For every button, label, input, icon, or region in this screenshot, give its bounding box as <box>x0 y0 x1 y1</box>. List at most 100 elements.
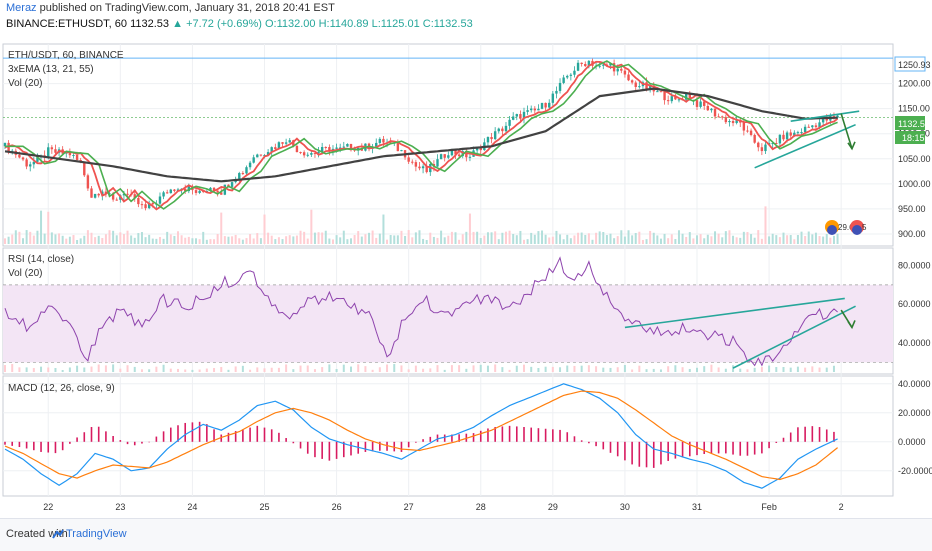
volume-bar <box>728 230 731 244</box>
volume-bar <box>386 239 389 244</box>
chart-canvas[interactable]: 22 23 24 25 26 27 28 29 30 31 Feb 2 900.00 950.00 1000… <box>0 36 932 518</box>
volume-bar <box>104 234 107 244</box>
macd-histogram-bar <box>364 441 367 452</box>
candle-body <box>281 142 284 144</box>
rsi-line[interactable] <box>4 256 838 367</box>
macd-histogram-bar <box>105 431 107 442</box>
candle-body <box>310 153 313 155</box>
macd-histogram-bar <box>602 441 605 450</box>
volume-bar <box>807 231 810 244</box>
volume-bar <box>616 236 619 244</box>
rsi-volume-bar <box>486 365 489 372</box>
rsi-volume-bar <box>119 368 122 372</box>
volume-bar <box>688 232 691 244</box>
volume-bar <box>663 233 666 244</box>
volume-bar <box>735 237 738 244</box>
candle-body <box>490 137 493 140</box>
rsi-volume-bar <box>739 368 742 372</box>
price-lower-trendline[interactable] <box>754 123 856 169</box>
volume-bar <box>281 239 284 244</box>
candle-body <box>421 166 425 169</box>
candle-body <box>115 199 118 201</box>
earnings-badge[interactable]: 29.6 <box>825 220 854 235</box>
volume-bar <box>249 234 252 244</box>
volume-bar <box>472 231 475 244</box>
macd-pane[interactable] <box>2 375 894 497</box>
candle-body <box>497 128 500 132</box>
volume-bar <box>490 232 493 244</box>
macd-line[interactable] <box>4 383 838 489</box>
macd-histogram-bar <box>573 436 576 442</box>
volume-bar <box>775 235 778 244</box>
macd-signal-line[interactable] <box>4 390 838 481</box>
up-arrow-icon: ▲ <box>172 18 183 30</box>
volume-bar <box>350 238 352 244</box>
rsi-volume-bar <box>306 365 309 372</box>
volume-bar <box>299 230 302 244</box>
candle-body <box>295 145 299 153</box>
candle-body <box>771 143 774 145</box>
candle-body <box>821 118 825 123</box>
rsi-volume-bar <box>443 369 446 372</box>
candle-body <box>299 152 302 154</box>
volume-bar <box>407 230 410 244</box>
ema-55-line[interactable] <box>4 87 838 183</box>
macd-histogram-bar <box>97 426 100 442</box>
price-pane[interactable] <box>2 43 894 247</box>
volume-bar <box>285 236 288 244</box>
candle-body <box>450 150 454 156</box>
rsi-lower-trendline[interactable] <box>732 305 856 369</box>
tradingview-brand-link[interactable]: TradingView <box>66 528 127 540</box>
volume-bar <box>14 230 17 244</box>
volume-bar <box>750 234 753 244</box>
volume-bar <box>292 236 295 244</box>
macd-histogram-bar <box>206 424 208 442</box>
candle-body <box>338 147 342 149</box>
rsi-volume-bar <box>472 365 475 372</box>
rsi-volume-bar <box>710 364 713 372</box>
macd-histogram-bar <box>487 428 489 442</box>
rsi-volume-bar <box>335 369 338 372</box>
price-upper-trendline[interactable] <box>790 110 860 122</box>
macd-histogram-bar <box>732 441 734 455</box>
dividend-badge[interactable]: 5 <box>850 220 867 235</box>
price-projection-arrow[interactable] <box>840 113 853 149</box>
rsi-volume-bar <box>645 369 648 372</box>
x-tick-label: 25 <box>259 502 269 512</box>
volume-bar <box>432 236 435 244</box>
rsi-y-tick-label: 80.0000 <box>898 260 931 270</box>
volume-bar <box>54 234 57 244</box>
rsi-volume-bar <box>400 365 403 372</box>
macd-histogram-bar <box>335 441 338 459</box>
volume-bar <box>151 238 154 244</box>
price-arrow-head-icon <box>847 141 856 151</box>
price-y-tick-label: 1150.00 <box>898 104 930 114</box>
candle-body <box>753 134 756 143</box>
candle-body <box>515 114 518 117</box>
candle-body <box>75 155 79 161</box>
volume-bar <box>155 238 158 244</box>
rsi-volume-bar <box>724 368 727 372</box>
candle-body <box>699 101 702 107</box>
macd-histogram-bar <box>559 429 561 442</box>
candle-body <box>493 131 497 140</box>
rsi-volume-bar <box>371 369 374 372</box>
macd-histogram-bar <box>242 429 244 442</box>
rsi-volume-bar <box>350 366 352 372</box>
rsi-volume-bar <box>11 364 14 372</box>
author-link[interactable]: Meraz <box>6 2 37 14</box>
candle-body <box>656 91 659 93</box>
volume-bar <box>227 236 230 244</box>
rsi-upper-trendline[interactable] <box>624 297 845 329</box>
volume-bar <box>187 236 190 244</box>
candle-body <box>677 99 681 101</box>
candle-body <box>439 154 443 160</box>
macd-histogram-bar <box>616 441 619 457</box>
macd-histogram-bar <box>263 427 266 442</box>
volume-bar <box>537 231 540 244</box>
volume-bar <box>699 234 702 244</box>
candle-body <box>800 132 803 134</box>
volume-bar <box>674 239 677 244</box>
macd-histogram-bar <box>184 422 187 442</box>
volume-bar <box>130 235 133 244</box>
